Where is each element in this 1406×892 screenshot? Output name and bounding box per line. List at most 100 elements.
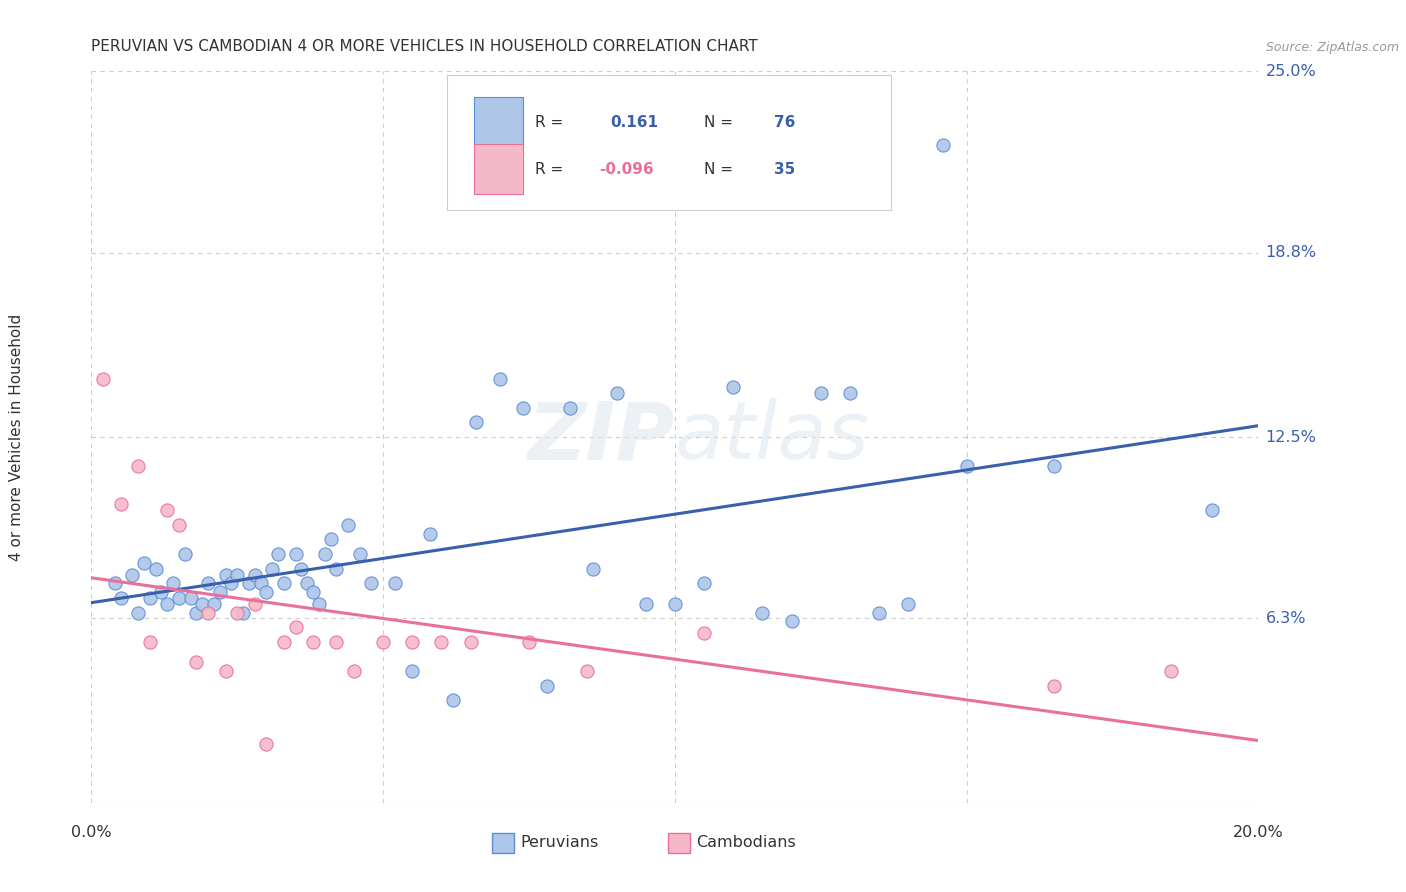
Point <box>343 664 366 678</box>
Point <box>110 591 132 605</box>
Point <box>1043 679 1066 693</box>
Point <box>723 380 745 394</box>
Point <box>197 576 219 591</box>
Point <box>441 693 464 707</box>
Point <box>419 526 441 541</box>
Point <box>536 679 558 693</box>
Point <box>256 585 278 599</box>
Point <box>138 635 162 649</box>
Point <box>208 585 231 599</box>
Point <box>156 503 179 517</box>
Point <box>932 137 955 152</box>
Point <box>517 635 540 649</box>
FancyBboxPatch shape <box>447 75 891 211</box>
Point <box>173 547 195 561</box>
Point <box>337 517 360 532</box>
Point <box>465 416 488 430</box>
Point <box>810 386 832 401</box>
Point <box>232 606 254 620</box>
Text: 12.5%: 12.5% <box>1265 430 1316 444</box>
Point <box>273 635 295 649</box>
Text: PERUVIAN VS CAMBODIAN 4 OR MORE VEHICLES IN HOUSEHOLD CORRELATION CHART: PERUVIAN VS CAMBODIAN 4 OR MORE VEHICLES… <box>91 38 758 54</box>
FancyBboxPatch shape <box>474 144 523 194</box>
Point <box>582 562 605 576</box>
Point <box>214 664 236 678</box>
Point <box>104 576 127 591</box>
Point <box>401 635 423 649</box>
Point <box>127 459 149 474</box>
Text: 35: 35 <box>775 161 796 177</box>
Text: Cambodians: Cambodians <box>696 836 796 850</box>
Point <box>371 635 394 649</box>
Point <box>243 567 266 582</box>
Point <box>145 562 167 576</box>
Point <box>489 371 512 385</box>
Point <box>460 635 482 649</box>
Point <box>308 597 330 611</box>
Point <box>197 606 219 620</box>
Point <box>249 576 271 591</box>
Point <box>314 547 336 561</box>
Point <box>156 597 179 611</box>
Point <box>360 576 382 591</box>
Point <box>127 606 149 620</box>
Point <box>1160 664 1182 678</box>
Point <box>290 562 312 576</box>
Text: 0.161: 0.161 <box>610 115 658 129</box>
Point <box>226 567 249 582</box>
Point <box>634 597 657 611</box>
Point <box>150 585 173 599</box>
Point <box>221 576 243 591</box>
Text: N =: N = <box>704 161 733 177</box>
Point <box>243 597 266 611</box>
Point <box>186 656 208 670</box>
Point <box>302 585 325 599</box>
Point <box>297 576 319 591</box>
Point <box>349 547 371 561</box>
Point <box>284 620 307 634</box>
Point <box>226 606 249 620</box>
Point <box>512 401 534 415</box>
Point <box>202 597 225 611</box>
Text: N =: N = <box>704 115 733 129</box>
Text: 18.8%: 18.8% <box>1265 245 1316 260</box>
Point <box>780 615 803 629</box>
Point <box>167 591 190 605</box>
Point <box>606 386 628 401</box>
Point <box>110 497 132 511</box>
Text: R =: R = <box>534 115 562 129</box>
Point <box>167 517 190 532</box>
Point <box>191 597 214 611</box>
Point <box>256 737 278 751</box>
Point <box>558 401 581 415</box>
Text: 25.0%: 25.0% <box>1265 64 1316 78</box>
Text: 76: 76 <box>775 115 796 129</box>
Text: 20.0%: 20.0% <box>1233 825 1284 840</box>
Point <box>1201 503 1223 517</box>
Point <box>284 547 307 561</box>
Point <box>238 576 260 591</box>
Point <box>302 635 325 649</box>
Text: ZIP: ZIP <box>527 398 675 476</box>
Point <box>576 664 599 678</box>
Point <box>325 562 347 576</box>
Point <box>162 576 184 591</box>
Point <box>868 606 890 620</box>
Text: Source: ZipAtlas.com: Source: ZipAtlas.com <box>1265 40 1399 54</box>
Point <box>186 606 208 620</box>
Point <box>693 576 716 591</box>
Point <box>751 606 773 620</box>
Point <box>325 635 347 649</box>
Point <box>1043 459 1066 474</box>
Text: atlas: atlas <box>675 398 870 476</box>
Point <box>273 576 295 591</box>
Point <box>267 547 290 561</box>
Point <box>91 371 114 385</box>
Point <box>956 459 979 474</box>
Text: 4 or more Vehicles in Household: 4 or more Vehicles in Household <box>10 313 24 561</box>
FancyBboxPatch shape <box>474 97 523 147</box>
Point <box>384 576 406 591</box>
Text: R =: R = <box>534 161 562 177</box>
Point <box>262 562 284 576</box>
Point <box>838 386 860 401</box>
